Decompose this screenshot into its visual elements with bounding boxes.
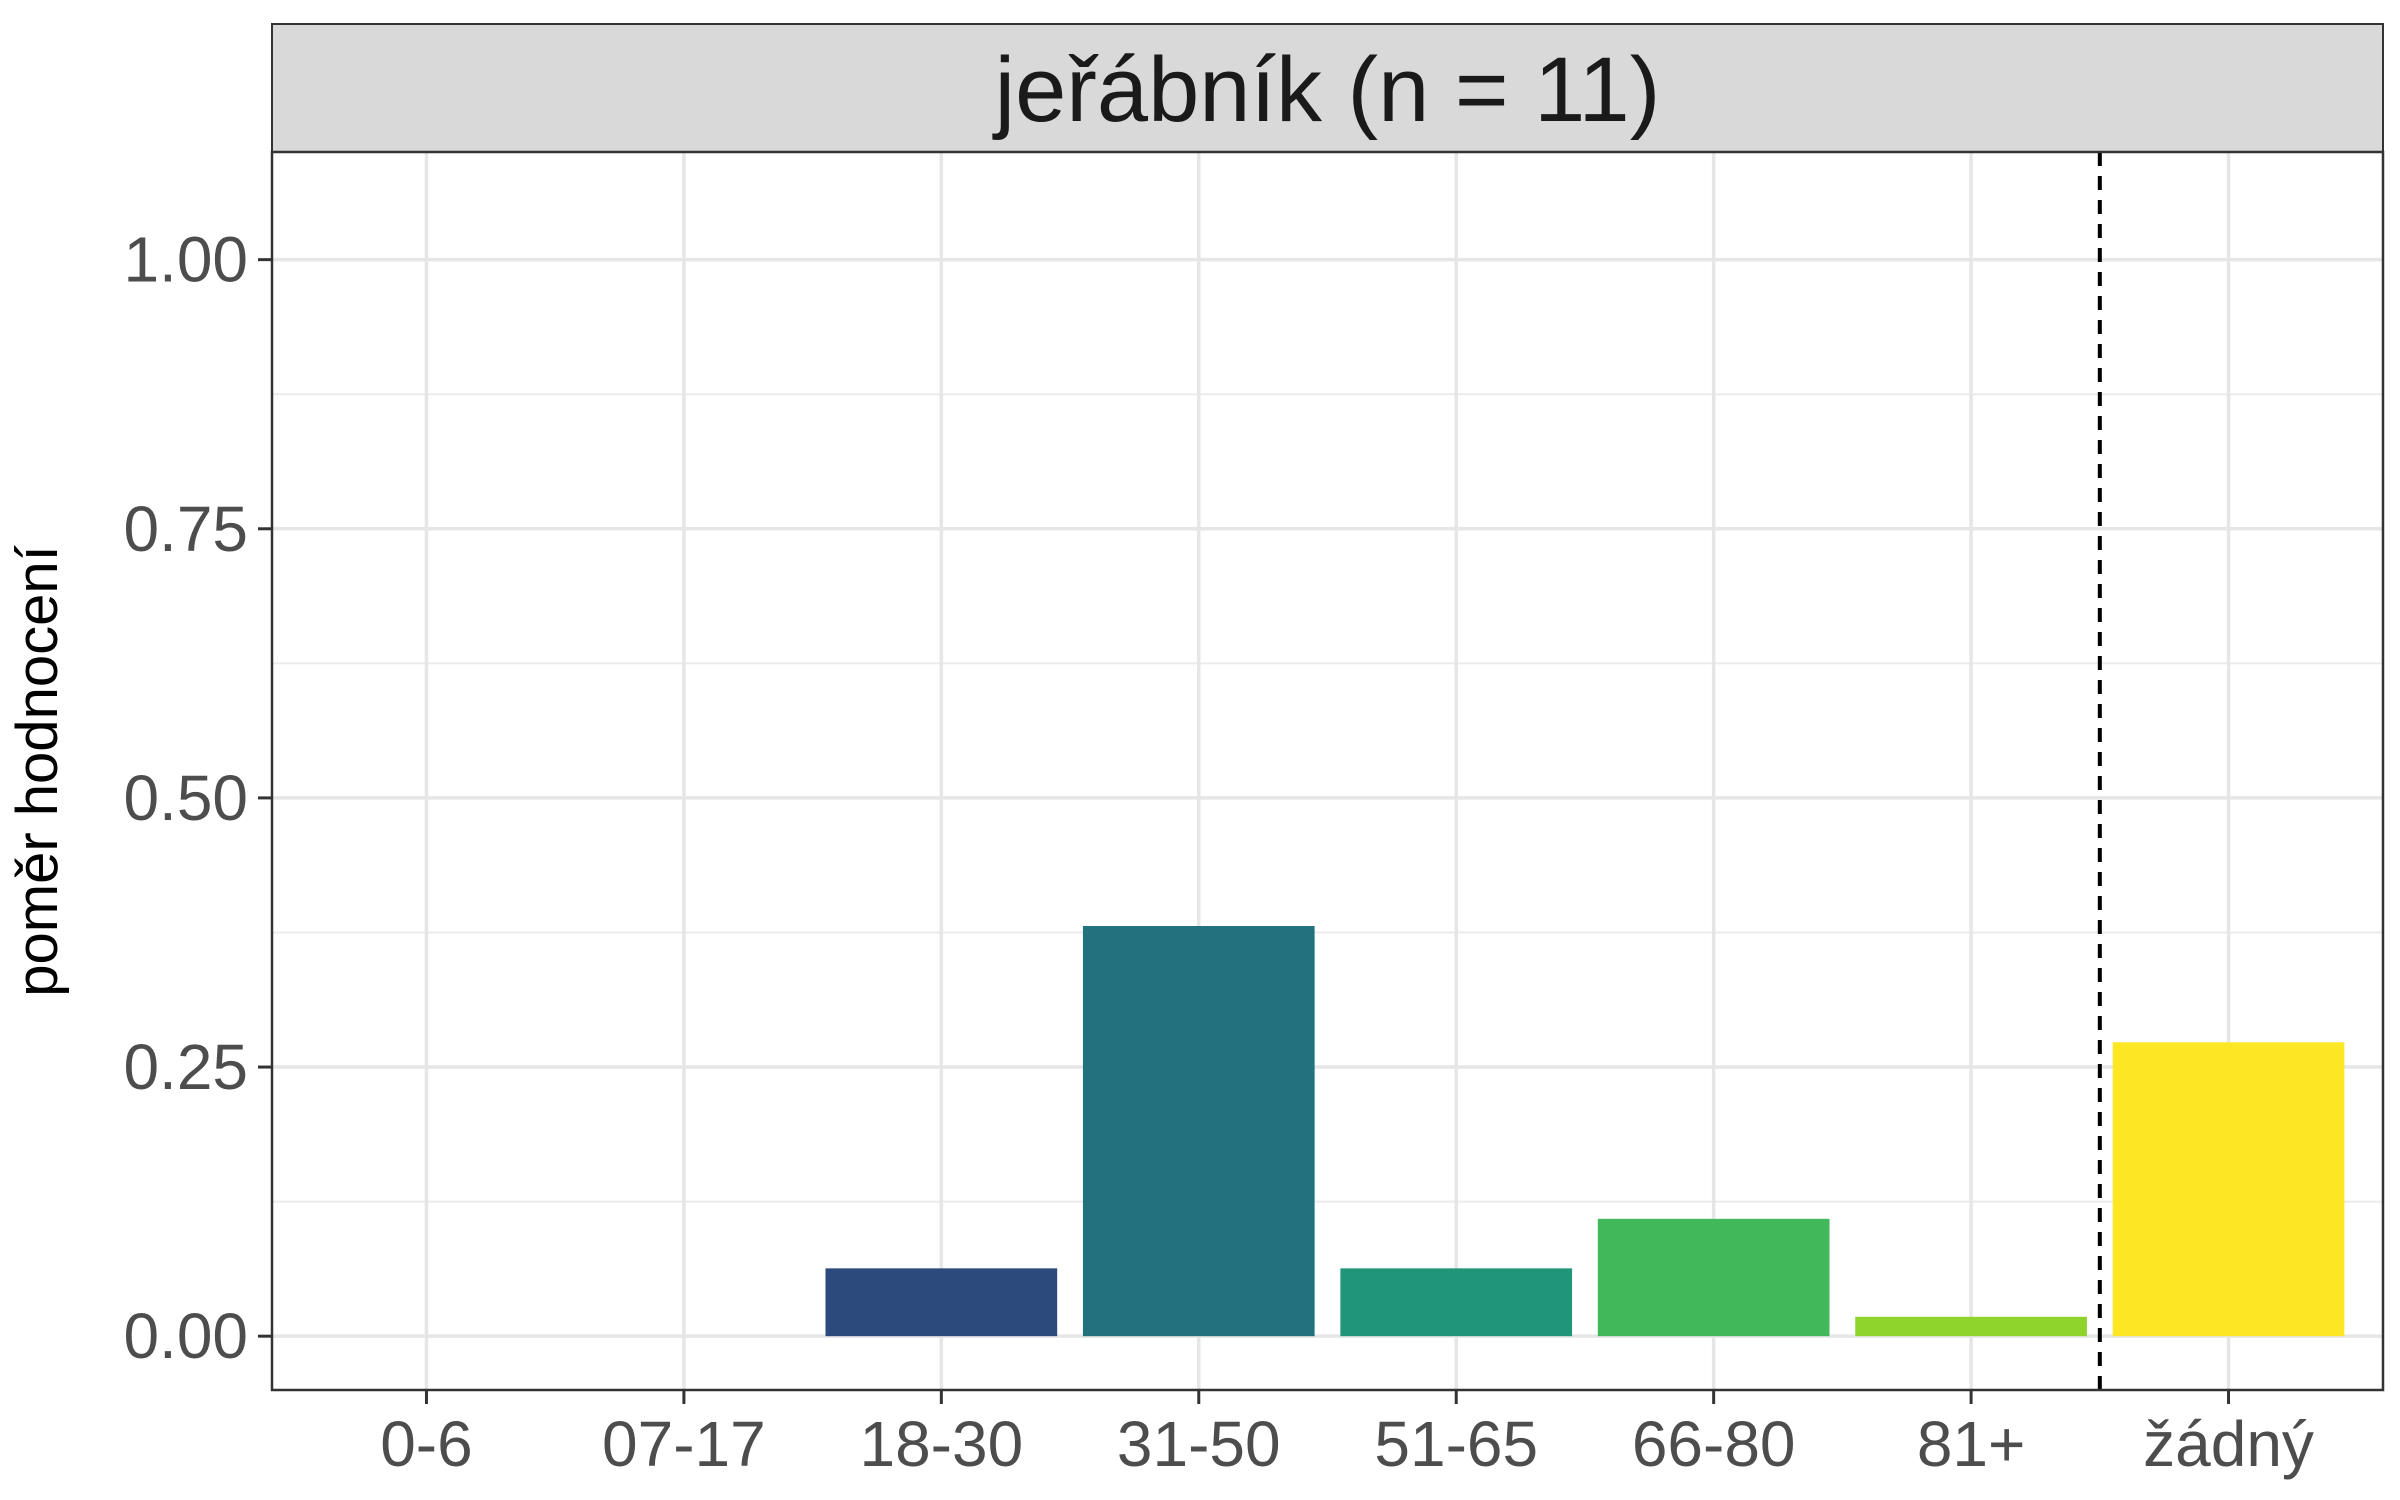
plot-panel	[272, 152, 2383, 1390]
y-tick-label: 1.00	[123, 224, 248, 296]
x-tick-label: 31-50	[1117, 1408, 1281, 1480]
panel-border	[270, 150, 2385, 1392]
facet-strip	[271, 23, 2384, 153]
y-axis-title: poměr hodnocení	[5, 545, 70, 996]
bar-81+	[1855, 1316, 2087, 1337]
facet-title: jeřábník (n = 11)	[992, 39, 1661, 141]
bar-31-50	[1082, 926, 1315, 1337]
x-tick-label: 0-6	[380, 1408, 473, 1480]
y-tick-label: 0.50	[123, 762, 248, 834]
bar-žádný	[2112, 1042, 2345, 1337]
x-tick-label: 51-65	[1374, 1408, 1538, 1480]
y-tick-label: 0.25	[123, 1031, 248, 1103]
bars	[825, 926, 2345, 1337]
bar-18-30	[825, 1268, 1058, 1337]
x-tick-label: 18-30	[859, 1408, 1023, 1480]
y-tick-label: 0.75	[123, 493, 248, 565]
bar-66-80	[1597, 1218, 1830, 1337]
x-tick-label: 81+	[1917, 1408, 2026, 1480]
x-tick-label: 07-17	[602, 1408, 766, 1480]
x-tick-label: žádný	[2143, 1408, 2314, 1480]
bar-51-65	[1340, 1268, 1573, 1337]
y-tick-label: 0.00	[123, 1300, 248, 1372]
x-tick-label: 66-80	[1632, 1408, 1796, 1480]
grid	[272, 152, 2383, 1390]
x-axis: 0-6 07-17 18-30 31-50 51-65 66-80 81+ žádný	[380, 1390, 2314, 1480]
y-axis: 0.00 0.25 0.50 0.75 1.00	[123, 224, 272, 1372]
